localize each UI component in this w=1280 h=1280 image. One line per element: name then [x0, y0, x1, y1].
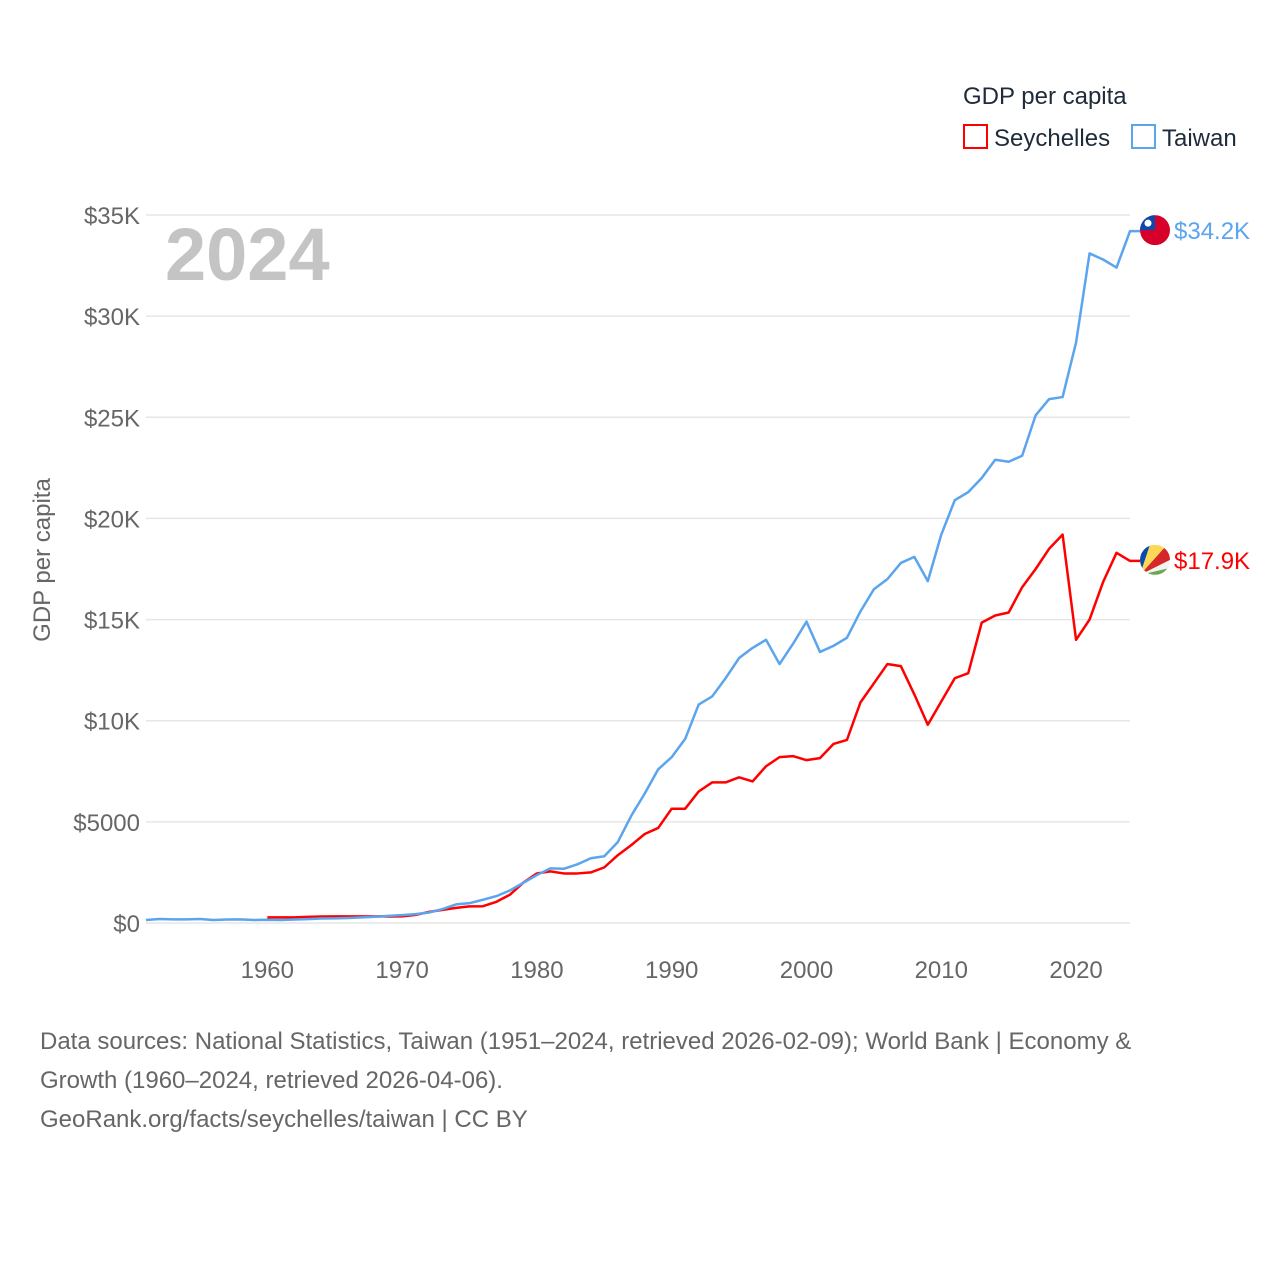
sources-line-1: Data sources: National Statistics, Taiwa…	[40, 1028, 1132, 1055]
x-tick-label: 1960	[241, 957, 294, 984]
taiwan-flag-icon	[1140, 215, 1170, 246]
x-tick-label: 1990	[645, 957, 698, 984]
y-tick-label: $10K	[84, 709, 140, 736]
series-line-taiwan	[145, 229, 1140, 922]
y-tick-label: $0	[113, 911, 140, 938]
gridlines	[146, 214, 1130, 924]
legend: GDP per capita Seychelles Taiwan	[963, 83, 1237, 152]
site-credit[interactable]: GeoRank.org/facts/seychelles/taiwan | CC…	[40, 1106, 528, 1133]
legend-swatch-seychelles[interactable]	[963, 124, 988, 149]
y-tick-label: $25K	[84, 405, 140, 432]
end-label-taiwan: $34.2K	[1174, 218, 1250, 245]
y-tick-label: $15K	[84, 608, 140, 635]
x-tick-label: 1980	[510, 957, 563, 984]
legend-label-seychelles[interactable]: Seychelles	[994, 125, 1110, 152]
legend-swatch-taiwan[interactable]	[1131, 124, 1156, 149]
x-axis: 1960 1970 1980 1990 2000 2010 2020	[241, 957, 1103, 984]
x-tick-label: 2010	[915, 957, 968, 984]
series-lines	[145, 229, 1140, 922]
footer-sources: Data sources: National Statistics, Taiwa…	[40, 1022, 1240, 1139]
series-line-seychelles	[267, 533, 1140, 919]
seychelles-flag-icon	[1140, 544, 1170, 575]
legend-label-taiwan[interactable]: Taiwan	[1162, 125, 1237, 152]
y-axis-label: GDP per capita	[29, 478, 56, 642]
x-tick-label: 2000	[780, 957, 833, 984]
sources-line-2: Growth (1960–2024, retrieved 2026-04-06)…	[40, 1067, 503, 1094]
y-tick-label: $30K	[84, 304, 140, 331]
x-tick-label: 2020	[1049, 957, 1102, 984]
end-label-seychelles: $17.9K	[1174, 548, 1250, 575]
x-tick-label: 1970	[375, 957, 428, 984]
legend-title: GDP per capita	[963, 83, 1127, 110]
y-tick-label: $35K	[84, 203, 140, 230]
y-tick-label: $20K	[84, 506, 140, 533]
y-axis: $0 $5000 $10K $15K $20K $25K $30K $35K	[73, 203, 140, 938]
y-tick-label: $5000	[73, 810, 140, 837]
line-chart: $0 $5000 $10K $15K $20K $25K $30K $35K 1960 1970…	[29, 83, 1250, 984]
year-label: 2024	[165, 213, 330, 296]
